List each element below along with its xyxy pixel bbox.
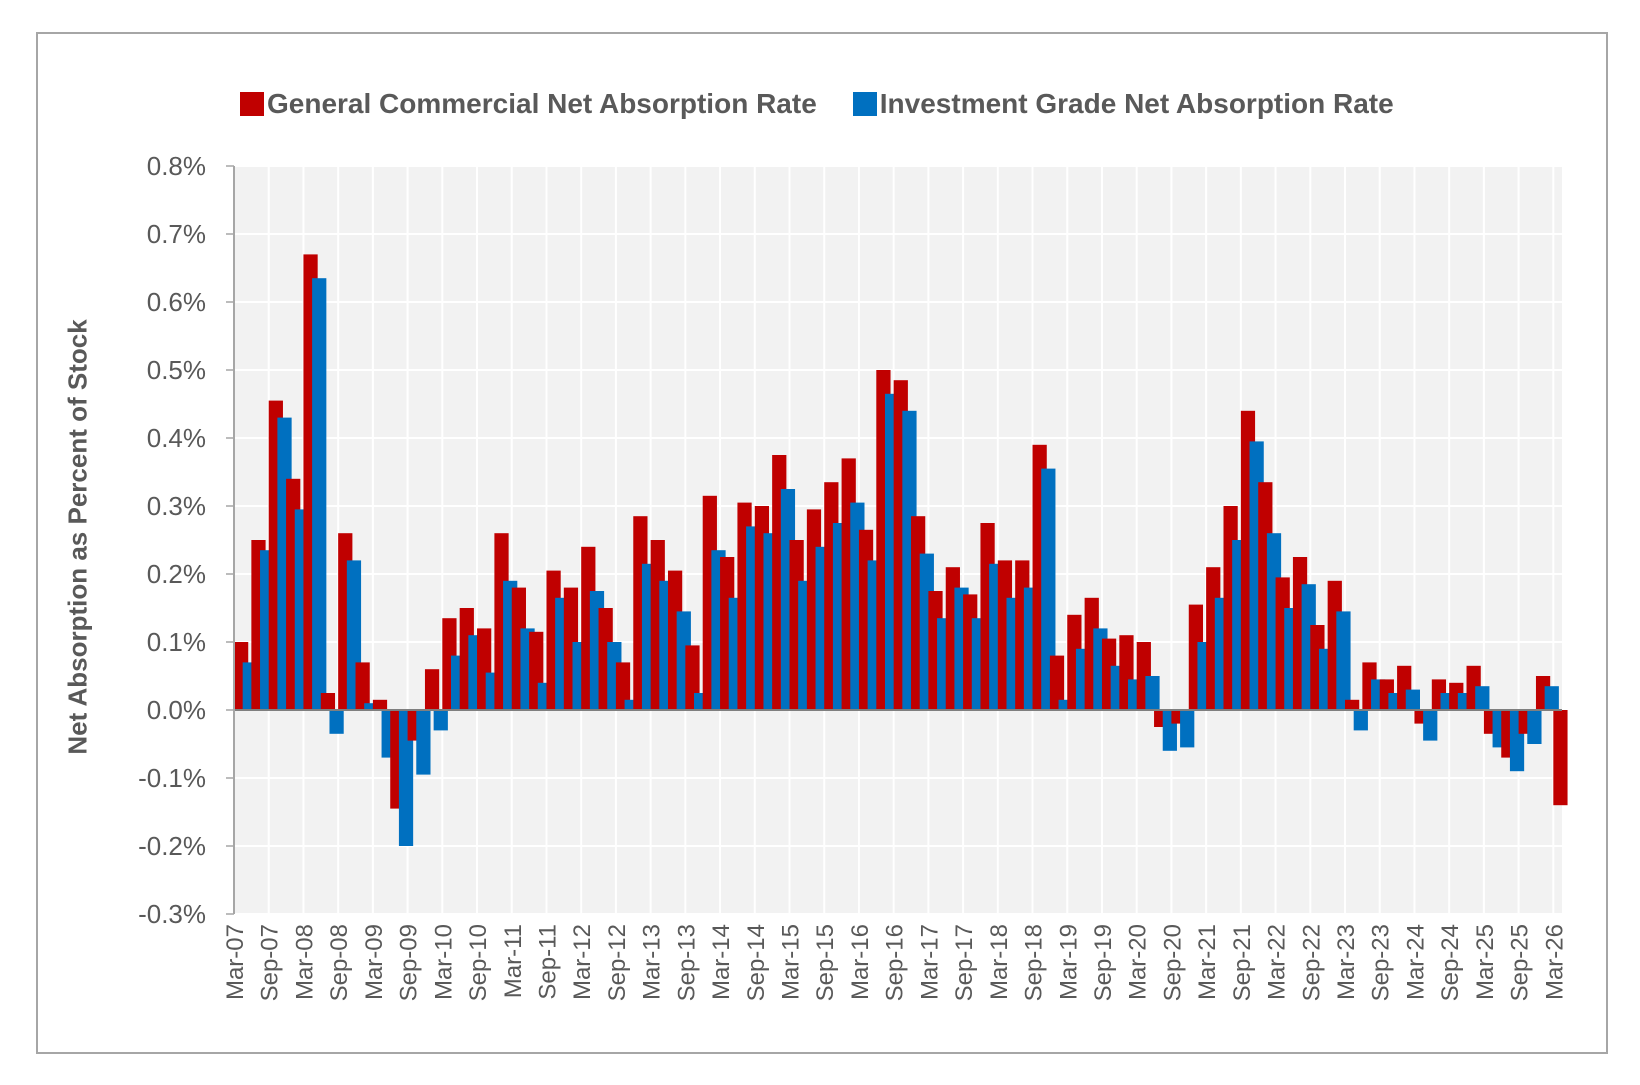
y-tick-label: 0.8%	[147, 151, 206, 181]
bar-investment-grade	[1353, 710, 1368, 731]
x-tick-label: Sep-22	[1298, 924, 1325, 1001]
x-tick-label: Mar-22	[1264, 924, 1291, 1000]
x-tick-label: Mar-15	[778, 924, 805, 1000]
x-tick-label: Sep-13	[673, 924, 700, 1001]
x-tick-label: Sep-07	[257, 924, 284, 1001]
legend-item-investment-grade: Investment Grade Net Absorption Rate	[852, 88, 1394, 120]
x-tick-label: Sep-21	[1229, 924, 1256, 1001]
x-tick-label: Mar-13	[639, 924, 666, 1000]
legend-swatch-general-commercial	[240, 92, 264, 116]
x-tick-label: Mar-24	[1402, 924, 1429, 1000]
x-tick-label: Mar-08	[291, 924, 318, 1000]
x-tick-label: Mar-10	[430, 924, 457, 1000]
bar-general-commercial	[355, 662, 370, 710]
x-tick-label: Sep-10	[465, 924, 492, 1001]
x-tick-label: Sep-24	[1437, 924, 1464, 1001]
bar-investment-grade	[329, 710, 344, 734]
legend-label-general-commercial: General Commercial Net Absorption Rate	[267, 88, 817, 119]
legend-label-investment-grade: Investment Grade Net Absorption Rate	[879, 88, 1394, 119]
y-tick-label: 0.1%	[147, 627, 206, 657]
bar-investment-grade	[433, 710, 448, 731]
x-tick-label: Sep-19	[1090, 924, 1117, 1001]
x-tick-label: Sep-12	[604, 924, 631, 1001]
y-tick-label: 0.0%	[147, 695, 206, 725]
bar-investment-grade	[364, 703, 379, 710]
bar-investment-grade	[1145, 676, 1160, 710]
x-tick-label: Sep-08	[326, 924, 353, 1001]
y-tick-label: 0.6%	[147, 287, 206, 317]
bar-investment-grade	[1423, 710, 1438, 741]
bar-general-commercial	[424, 669, 440, 710]
bar-investment-grade	[1180, 710, 1195, 748]
x-tick-label: Mar-20	[1125, 924, 1152, 1000]
bar-investment-grade	[1058, 699, 1073, 710]
bar-investment-grade	[1041, 468, 1056, 710]
bar-investment-grade	[312, 278, 327, 710]
x-tick-label: Mar-23	[1333, 924, 1360, 1000]
bar-investment-grade	[624, 699, 639, 710]
legend-item-general-commercial: General Commercial Net Absorption Rate	[240, 88, 817, 120]
y-tick-label: 0.5%	[147, 355, 206, 385]
x-tick-label: Mar-25	[1472, 924, 1499, 1000]
bar-investment-grade	[1544, 686, 1559, 710]
bar-investment-grade	[416, 710, 431, 775]
x-tick-label: Mar-11	[500, 924, 527, 998]
bar-investment-grade	[398, 710, 414, 846]
bar-general-commercial	[615, 662, 631, 710]
bar-general-commercial	[1345, 699, 1360, 710]
legend-swatch-investment-grade	[852, 92, 877, 116]
x-tick-label: Sep-18	[1021, 924, 1048, 1001]
x-tick-label: Sep-15	[812, 924, 839, 1001]
x-tick-label: Mar-07	[222, 924, 249, 1000]
x-tick-label: Mar-26	[1541, 924, 1568, 1000]
bar-general-commercial	[1049, 655, 1065, 710]
y-tick-label: -0.2%	[138, 831, 206, 861]
x-tick-label: Sep-25	[1507, 924, 1534, 1001]
x-tick-label: Mar-17	[916, 924, 943, 1000]
bar-general-commercial	[372, 699, 388, 710]
x-tick-label: Mar-19	[1055, 924, 1082, 1000]
y-tick-label: 0.7%	[147, 219, 206, 249]
x-tick-label: Mar-16	[847, 924, 874, 1000]
x-tick-label: Sep-20	[1159, 924, 1186, 1001]
x-tick-label: Sep-14	[743, 924, 770, 1001]
x-tick-label: Sep-09	[396, 924, 423, 1001]
bar-investment-grade	[1405, 689, 1420, 710]
x-tick-label: Mar-12	[569, 924, 596, 1000]
y-tick-label: 0.4%	[147, 423, 206, 453]
x-tick-label: Sep-17	[951, 924, 978, 1001]
x-tick-label: Mar-18	[986, 924, 1013, 1000]
bar-investment-grade	[1475, 686, 1490, 710]
legend: General Commercial Net Absorption Rate I…	[240, 84, 1394, 124]
x-tick-label: Sep-23	[1368, 924, 1395, 1001]
y-tick-label: -0.3%	[138, 899, 206, 929]
y-tick-label: 0.3%	[147, 491, 206, 521]
bar-general-commercial	[320, 693, 336, 710]
y-tick-label: 0.2%	[147, 559, 206, 589]
x-tick-label: Mar-14	[708, 924, 735, 1000]
bar-investment-grade	[1336, 611, 1351, 710]
x-tick-label: Mar-09	[361, 924, 388, 1000]
x-tick-label: Sep-11	[534, 924, 561, 1000]
bar-general-commercial	[1553, 710, 1568, 806]
x-tick-label: Mar-21	[1194, 924, 1221, 1000]
y-tick-label: -0.1%	[138, 763, 206, 793]
x-tick-label: Sep-16	[882, 924, 909, 1001]
bar-investment-grade	[1527, 710, 1542, 744]
